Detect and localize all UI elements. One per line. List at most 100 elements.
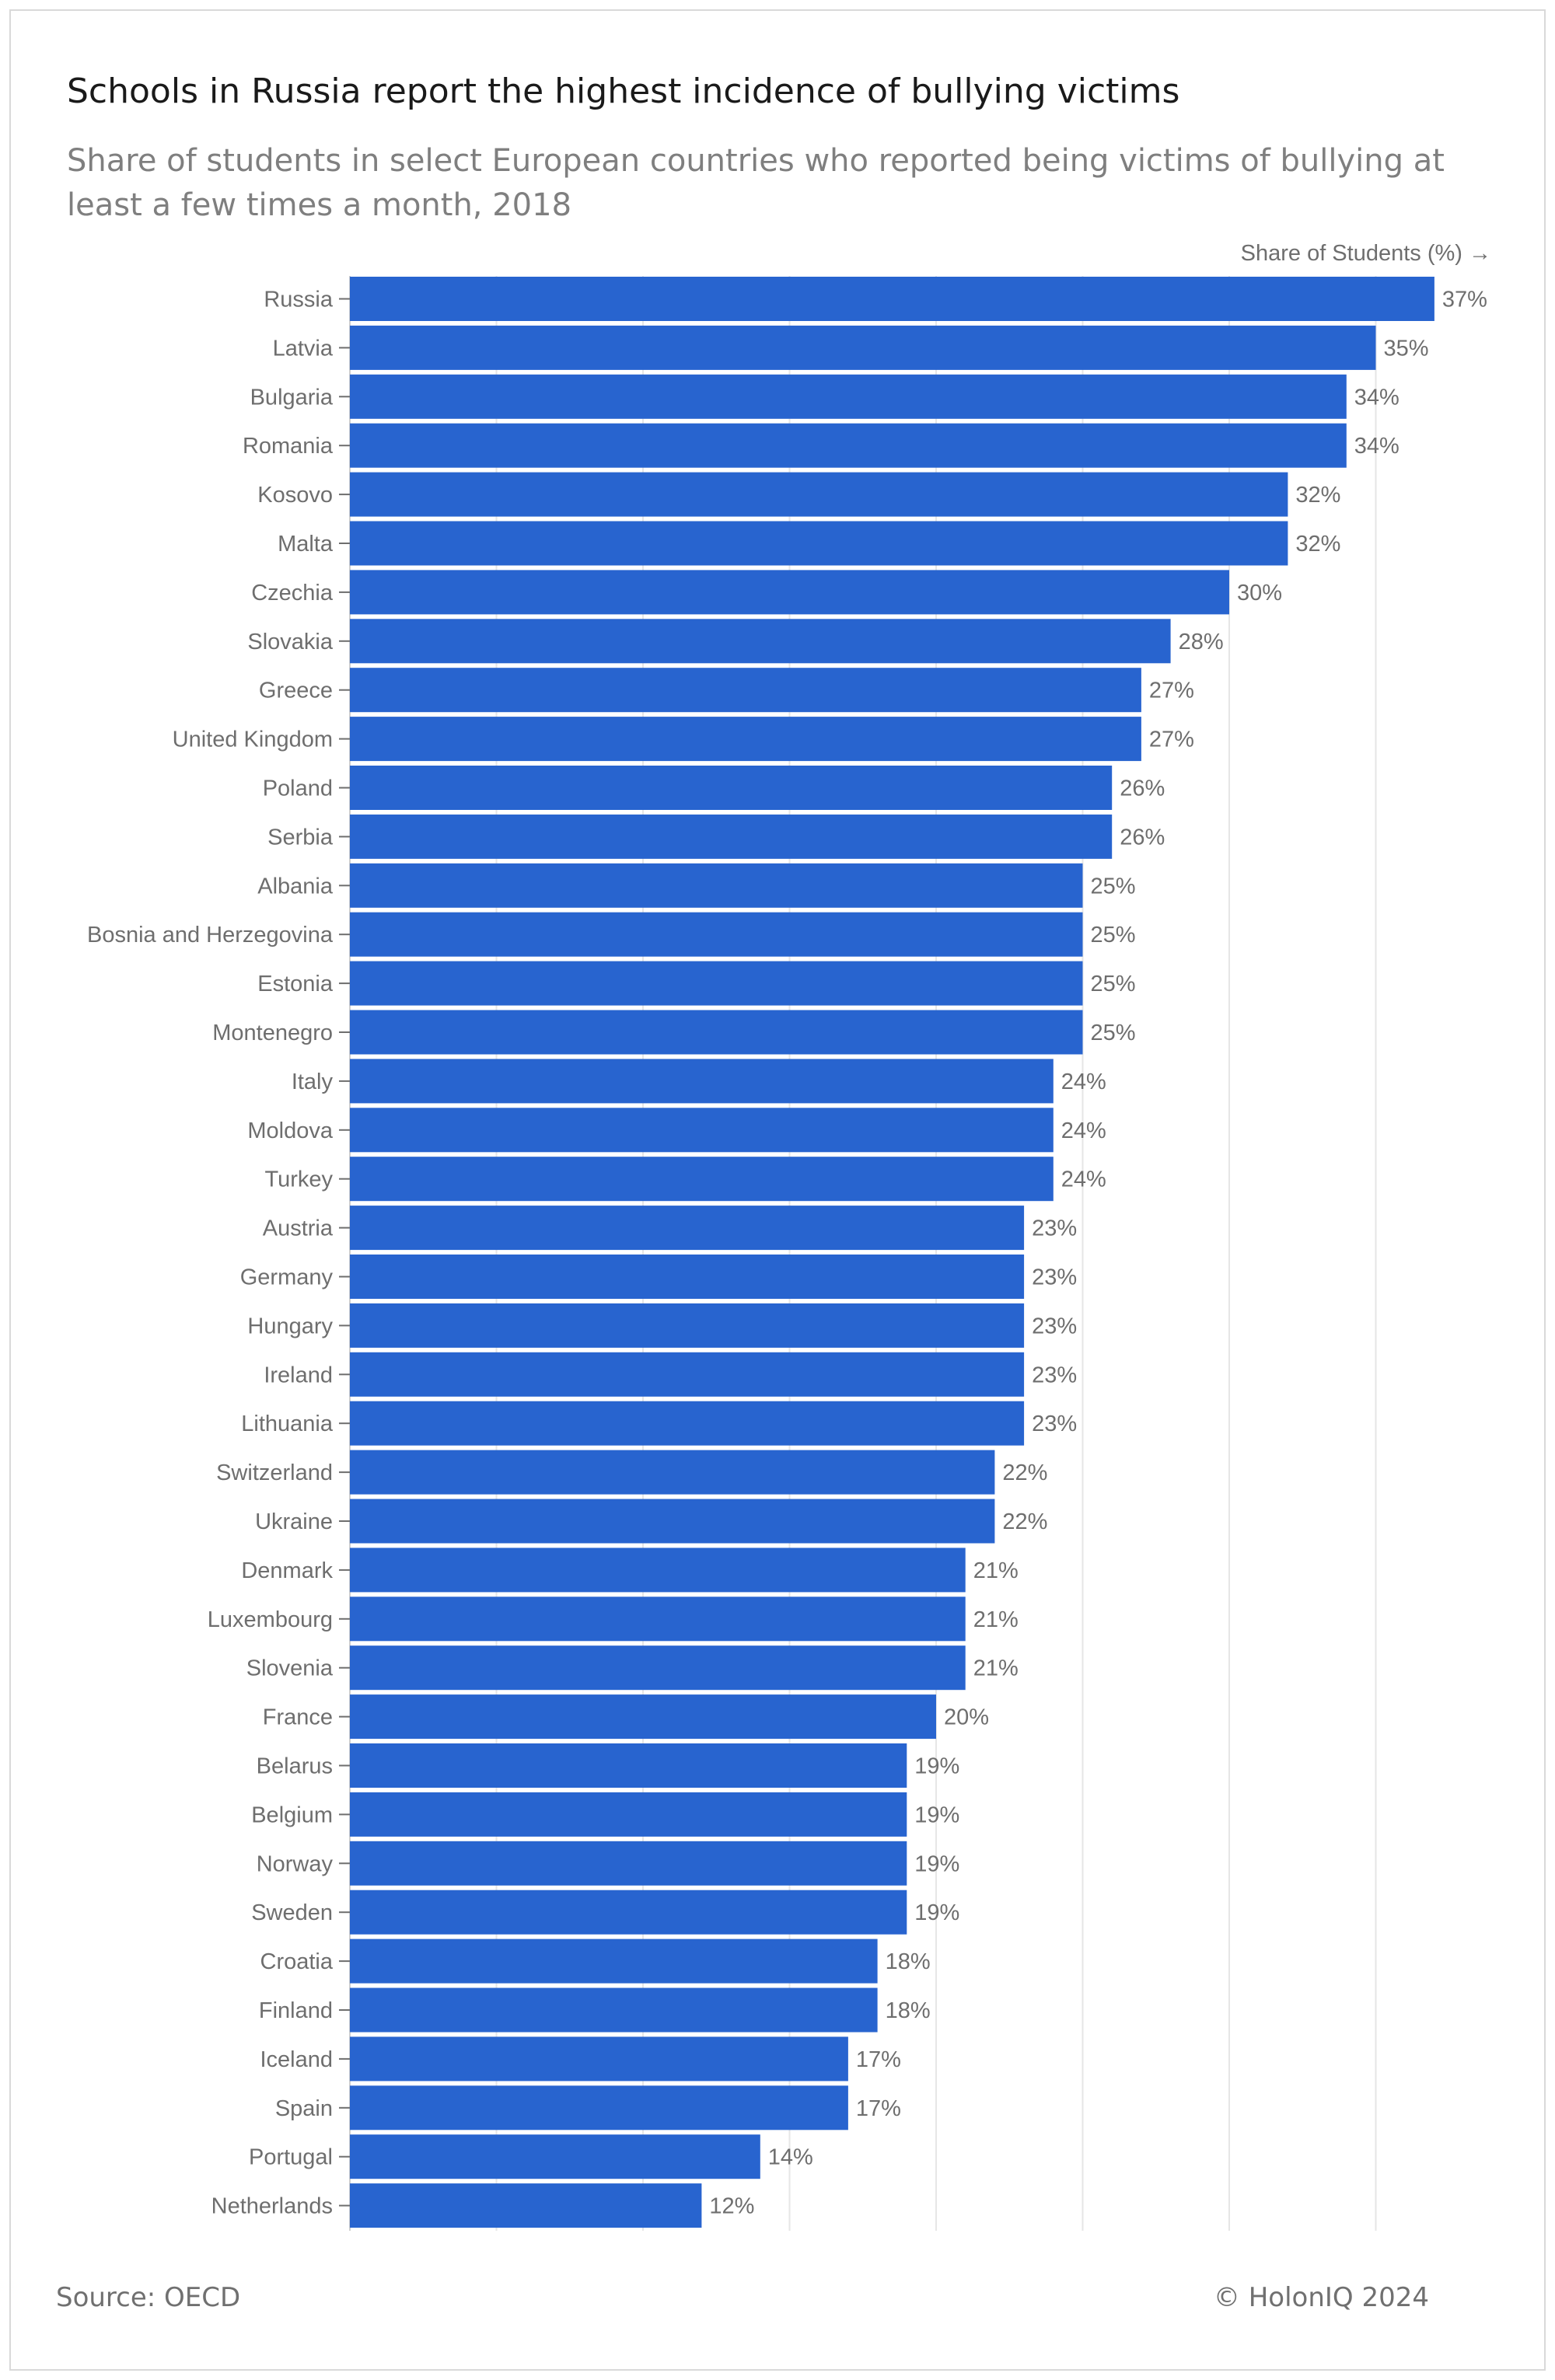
data-label: 19% (914, 1900, 959, 1925)
bar (350, 863, 1083, 908)
y-tick-label: Hungary (247, 1314, 333, 1338)
y-tick-label: Romania (243, 434, 334, 459)
y-tick-label: Belgium (251, 1802, 333, 1827)
y-tick-label: Bosnia and Herzegovina (87, 923, 334, 947)
bar (350, 2085, 848, 2130)
y-tick-label: Poland (263, 776, 333, 801)
bar (350, 1401, 1025, 1446)
bar (350, 374, 1347, 419)
data-label: 37% (1442, 288, 1487, 312)
data-label: 25% (1091, 923, 1136, 947)
bar (350, 961, 1083, 1006)
bar (350, 1450, 995, 1495)
data-label: 22% (1002, 1460, 1047, 1485)
bar (350, 2134, 760, 2179)
y-tick-label: Belarus (257, 1754, 333, 1779)
bar (350, 1645, 966, 1691)
x-axis-label: Share of Students (%) → (1240, 241, 1491, 266)
y-tick-label: Portugal (249, 2145, 333, 2170)
bar (350, 1792, 907, 1837)
y-tick-label: Lithuania (241, 1412, 334, 1436)
data-label: 23% (1032, 1216, 1077, 1241)
data-label: 18% (886, 1998, 931, 2023)
bar (350, 1841, 907, 1886)
gridlines (495, 276, 1377, 2231)
chart-subtitle: Share of students in select European cou… (67, 143, 1445, 223)
y-tick-label: Ireland (264, 1363, 333, 1387)
y-tick-label: Netherlands (211, 2194, 333, 2219)
y-tick-label: France (263, 1705, 333, 1730)
data-label: 12% (709, 2194, 754, 2219)
bar (350, 668, 1141, 713)
y-tick-label: Croatia (260, 1949, 334, 1974)
y-tick-label: Kosovo (257, 483, 333, 508)
bar (350, 717, 1141, 762)
data-label: 23% (1032, 1314, 1077, 1338)
bar (350, 1010, 1083, 1055)
data-label: 14% (768, 2145, 813, 2170)
bar (350, 1694, 936, 1740)
data-label: 34% (1354, 434, 1400, 459)
data-label: 27% (1149, 728, 1194, 752)
y-tick-label: Germany (240, 1265, 334, 1290)
data-label: 35% (1384, 336, 1429, 361)
data-label: 34% (1354, 385, 1400, 410)
y-tick-label: United Kingdom (173, 728, 333, 752)
bar (350, 619, 1171, 664)
data-label: 21% (973, 1558, 1019, 1583)
bar (350, 1597, 966, 1642)
data-label: 30% (1237, 581, 1282, 605)
y-tick-label: Spain (275, 2096, 333, 2121)
data-label: 22% (1002, 1509, 1047, 1534)
y-tick-label: Serbia (267, 825, 334, 850)
data-label: 17% (856, 2047, 901, 2072)
bar (350, 1890, 907, 1935)
bar (350, 912, 1083, 957)
y-tick-label: Iceland (260, 2047, 333, 2072)
y-tick-label: Turkey (264, 1167, 333, 1192)
data-label: 21% (973, 1656, 1019, 1681)
data-label: 19% (914, 1802, 959, 1827)
bar (350, 472, 1288, 517)
data-label: 19% (914, 1851, 959, 1876)
y-tick-label: Latvia (273, 336, 334, 361)
bar (350, 1157, 1054, 1202)
bar (350, 1108, 1054, 1153)
data-label: 23% (1032, 1412, 1077, 1436)
y-tick-label: Switzerland (216, 1460, 333, 1485)
bar (350, 570, 1229, 615)
bar (350, 521, 1288, 566)
data-label: 25% (1091, 874, 1136, 899)
bar (350, 814, 1113, 859)
y-tick-label: Montenegro (212, 1021, 333, 1045)
data-label: 26% (1120, 825, 1165, 850)
bar (350, 1303, 1025, 1348)
bar (350, 1743, 907, 1788)
y-tick-label: Luxembourg (208, 1607, 333, 1632)
data-label: 25% (1091, 972, 1136, 996)
data-label: 23% (1032, 1363, 1077, 1387)
data-label: 24% (1061, 1118, 1106, 1143)
data-label: 26% (1120, 776, 1165, 801)
data-label: 28% (1179, 630, 1224, 654)
copyright-note: © HolonIQ 2024 (1213, 2282, 1429, 2313)
bar (350, 1548, 966, 1593)
bar (350, 766, 1113, 810)
y-tick-label: Moldova (247, 1118, 333, 1143)
bar (350, 1255, 1025, 1299)
bar (350, 1987, 878, 2033)
y-tick-label: Slovakia (247, 630, 333, 654)
data-label: 32% (1295, 483, 1340, 508)
bar (350, 1206, 1025, 1251)
y-tick-label: Austria (263, 1216, 334, 1241)
bar (350, 1059, 1054, 1104)
data-label: 24% (1061, 1070, 1106, 1094)
data-label: 20% (944, 1705, 989, 1730)
data-label: 21% (973, 1607, 1019, 1632)
y-tick-label: Greece (259, 679, 333, 703)
y-tick-label: Bulgaria (250, 385, 334, 410)
y-tick-label: Denmark (241, 1558, 333, 1583)
data-label: 17% (856, 2096, 901, 2121)
data-label: 24% (1061, 1167, 1106, 1192)
